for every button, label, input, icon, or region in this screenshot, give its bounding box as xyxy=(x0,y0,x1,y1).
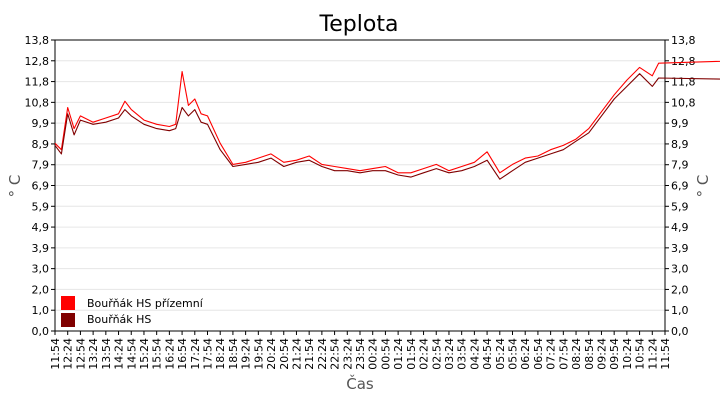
grid xyxy=(55,39,665,332)
x-tick-label: 14:24 xyxy=(113,338,126,370)
y-tick-label-left: 7,9 xyxy=(32,159,50,172)
y-tick-label-right: 3,9 xyxy=(671,242,689,255)
x-tick-label: 18:24 xyxy=(214,338,227,370)
x-tick-label: 13:24 xyxy=(87,338,100,370)
x-tick-label: 07:54 xyxy=(557,338,570,370)
x-tick-label: 09:24 xyxy=(595,338,608,370)
y-tick-label-left: 9,9 xyxy=(32,117,50,130)
y-tick-label-left: 3,0 xyxy=(32,263,50,276)
y-tick-label-left: 6,9 xyxy=(32,180,50,193)
x-tick-label: 10:54 xyxy=(634,338,647,370)
series-line-1 xyxy=(54,73,720,180)
x-tick-label: 16:24 xyxy=(163,338,176,370)
x-tick-label: 12:54 xyxy=(74,338,87,370)
y-tick-label-right: 11,8 xyxy=(671,76,696,89)
x-axis-label: Čas xyxy=(346,374,374,393)
series-line-0 xyxy=(54,60,720,174)
x-tick-label: 23:24 xyxy=(341,338,354,370)
x-tick-label: 05:54 xyxy=(507,338,520,370)
legend: Bouřňák HS přízemní Bouřňák HS xyxy=(61,296,204,327)
y-tick-label-right: 4,9 xyxy=(671,221,689,234)
y-tick-label-right: 10,8 xyxy=(671,96,696,109)
x-tick-label: 10:24 xyxy=(621,338,634,370)
y-tick-label-left: 2,0 xyxy=(32,283,50,296)
y-tick-label-right: 7,9 xyxy=(671,159,689,172)
y-tick-label-left: 3,9 xyxy=(32,242,50,255)
y-tick-label-right: 1,0 xyxy=(671,304,689,317)
y-tick-label-left: 5,9 xyxy=(32,200,50,213)
chart-title: Teplota xyxy=(319,12,399,37)
legend-swatch-bourak-hs-prizemni xyxy=(61,296,75,310)
x-tick-label: 20:24 xyxy=(265,338,278,370)
x-tick-label: 16:54 xyxy=(176,338,189,370)
plot-frame xyxy=(54,39,666,332)
x-tick-label: 03:24 xyxy=(443,338,456,370)
x-tick-label: 11:54 xyxy=(659,338,672,370)
x-tick-label: 00:54 xyxy=(379,338,392,370)
x-tick-label: 23:54 xyxy=(354,338,367,370)
x-tick-label: 21:24 xyxy=(290,338,303,370)
y-tick-label-left: 12,8 xyxy=(25,55,50,68)
y-tick-label-left: 11,8 xyxy=(25,76,50,89)
y-tick-label-right: 5,9 xyxy=(671,200,689,213)
x-tick-label: 17:24 xyxy=(189,338,202,370)
x-tick-label: 00:24 xyxy=(367,338,380,370)
x-tick-label: 17:54 xyxy=(202,338,215,370)
x-tick-label: 15:54 xyxy=(151,338,164,370)
legend-label-bourak-hs: Bouřňák HS xyxy=(87,313,151,326)
y-axis-label-left: ° C xyxy=(6,175,24,198)
x-tick-label: 05:24 xyxy=(494,338,507,370)
y-tick-label-right: 3,0 xyxy=(671,263,689,276)
x-tick-label: 12:24 xyxy=(62,338,75,370)
y-tick-label-right: 6,9 xyxy=(671,180,689,193)
y-tick-label-left: 1,0 xyxy=(32,304,50,317)
y-tick-label-left: 13,8 xyxy=(25,34,50,47)
x-tick-label: 06:54 xyxy=(532,338,545,370)
x-tick-label: 19:24 xyxy=(240,338,253,370)
y-tick-label-right: 13,8 xyxy=(671,34,696,47)
x-tick-label: 01:24 xyxy=(392,338,405,370)
x-tick-label: 08:24 xyxy=(570,338,583,370)
x-tick-label: 04:54 xyxy=(481,338,494,370)
x-tick-label: 18:54 xyxy=(227,338,240,370)
y-tick-label-right: 9,9 xyxy=(671,117,689,130)
x-tick-label: 03:54 xyxy=(456,338,469,370)
x-tick-label: 21:54 xyxy=(303,338,316,370)
legend-label-bourak-hs-prizemni: Bouřňák HS přízemní xyxy=(87,297,204,310)
x-tick-label: 01:54 xyxy=(405,338,418,370)
x-tick-label: 15:24 xyxy=(138,338,151,370)
x-tick-label: 11:54 xyxy=(49,338,62,370)
y-tick-label-right: 8,9 xyxy=(671,138,689,151)
x-tick-label: 11:24 xyxy=(646,338,659,370)
series-lines xyxy=(54,60,720,180)
x-tick-label: 20:54 xyxy=(278,338,291,370)
y-tick-label-left: 4,9 xyxy=(32,221,50,234)
x-tick-label: 19:54 xyxy=(252,338,265,370)
legend-swatch-bourak-hs xyxy=(61,313,75,327)
x-tick-label: 14:54 xyxy=(125,338,138,370)
x-tick-label: 22:24 xyxy=(316,338,329,370)
x-tick-label: 06:24 xyxy=(519,338,532,370)
y-tick-label-right: 0,0 xyxy=(671,325,689,338)
y-tick-label-left: 8,9 xyxy=(32,138,50,151)
y-tick-label-right: 12,8 xyxy=(671,55,696,68)
x-tick-label: 09:54 xyxy=(608,338,621,370)
y-axis-label-right: ° C xyxy=(694,175,712,198)
x-tick-label: 04:24 xyxy=(468,338,481,370)
x-tick-label: 13:54 xyxy=(100,338,113,370)
x-tick-label: 02:24 xyxy=(418,338,431,370)
y-tick-label-left: 10,8 xyxy=(25,96,50,109)
y-tick-label-left: 0,0 xyxy=(32,325,50,338)
x-tick-label: 08:54 xyxy=(583,338,596,370)
x-tick-label: 07:24 xyxy=(545,338,558,370)
x-tick-label: 22:54 xyxy=(329,338,342,370)
x-tick-label: 02:54 xyxy=(430,338,443,370)
y-tick-label-right: 2,0 xyxy=(671,283,689,296)
